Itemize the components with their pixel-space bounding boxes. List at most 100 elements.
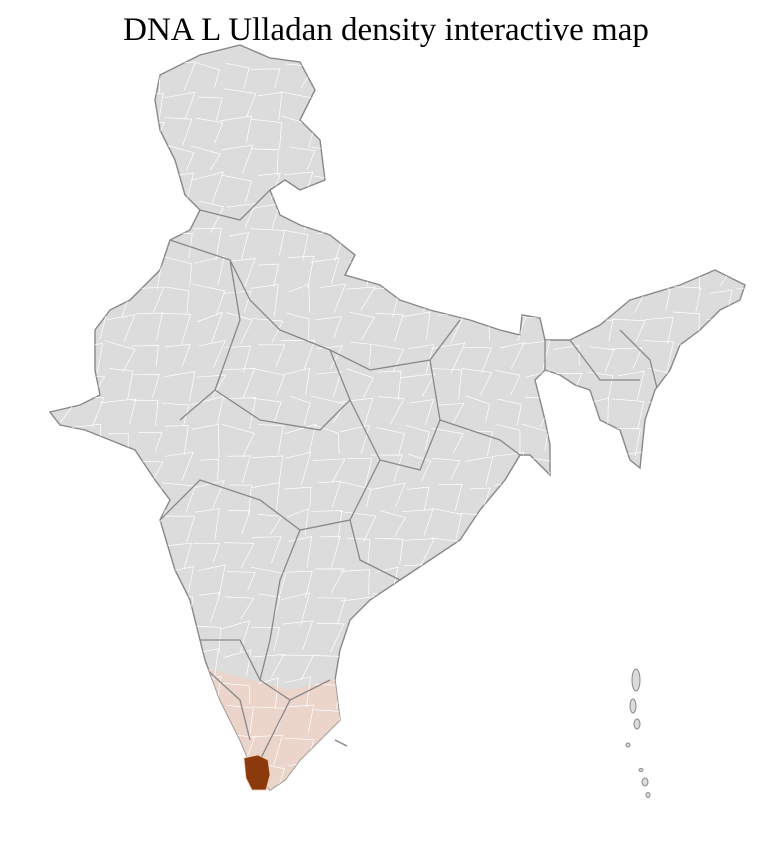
district-border: [50, 62, 70, 91]
district-border: [584, 650, 612, 682]
district-border: [225, 596, 255, 620]
state-borders: [159, 189, 661, 761]
district-border: [706, 150, 730, 178]
district-border: [191, 424, 220, 458]
district-border: [257, 344, 286, 367]
district-border: [164, 256, 193, 287]
district-border: [431, 207, 466, 233]
district-border: [733, 703, 745, 733]
district-border: [559, 565, 585, 594]
district-border: [99, 146, 134, 178]
district-border: [198, 339, 226, 368]
district-border: [379, 510, 406, 537]
district-border: [369, 759, 401, 790]
district-border: [401, 625, 431, 652]
district-border: [130, 703, 159, 738]
high-density-region[interactable]: [243, 754, 271, 791]
district-border: [377, 370, 402, 400]
district-border: [610, 175, 646, 202]
district-border: [553, 89, 585, 120]
district-border: [731, 340, 745, 374]
district-border: [677, 93, 701, 120]
district-border: [282, 229, 309, 261]
district-border: [257, 92, 283, 120]
district-border: [165, 542, 192, 569]
district-border: [77, 124, 103, 143]
district-border: [133, 374, 160, 398]
district-border: [737, 793, 765, 815]
district-border: [611, 398, 645, 430]
district-border: [316, 89, 341, 115]
district-border: [497, 647, 525, 682]
district-border: [464, 201, 491, 231]
district-border: [79, 791, 105, 820]
district-border: [193, 479, 225, 508]
district-border: [645, 568, 669, 591]
india-outline[interactable]: [48, 44, 746, 791]
district-border: [700, 676, 736, 709]
district-border: [251, 397, 282, 423]
district-border: [102, 202, 132, 228]
district-border: [733, 150, 745, 176]
district-border: [462, 571, 492, 596]
state-border: [204, 667, 251, 741]
district-border: [405, 424, 430, 451]
district-border: [374, 61, 401, 88]
district-border: [611, 428, 641, 457]
district-border: [317, 597, 347, 625]
district-border: [648, 625, 675, 649]
district-border: [251, 283, 279, 317]
district-border: [678, 592, 699, 622]
district-border: [340, 677, 373, 709]
district-border: [131, 345, 159, 367]
district-border: [674, 180, 705, 205]
district-border: [71, 649, 100, 682]
district-border: [50, 429, 70, 454]
island[interactable]: [629, 698, 637, 714]
island[interactable]: [631, 668, 641, 692]
district-border: [552, 145, 580, 174]
district-border: [77, 204, 101, 231]
island[interactable]: [645, 792, 651, 798]
island[interactable]: [641, 777, 649, 787]
district-border: [286, 570, 313, 598]
district-border: [438, 564, 461, 591]
district-border: [78, 623, 100, 653]
district-border: [642, 734, 671, 764]
district-border: [164, 344, 191, 367]
district-border: [552, 397, 583, 429]
district-border: [199, 458, 220, 481]
district-border: [137, 537, 160, 568]
district-border: [557, 429, 581, 457]
district-border: [499, 594, 520, 625]
district-border: [222, 144, 254, 174]
district-border: [225, 62, 250, 89]
map-title: DNA L Ulladan density interactive map: [123, 12, 649, 48]
island[interactable]: [633, 718, 641, 730]
island[interactable]: [638, 768, 644, 772]
district-border: [709, 117, 737, 146]
district-border: [493, 769, 519, 787]
andaman-nicobar-islands[interactable]: [625, 668, 651, 798]
district-border: [319, 283, 347, 313]
district-border: [730, 565, 745, 596]
district-border: [196, 374, 227, 398]
district-border: [50, 343, 74, 369]
district-border: [610, 59, 643, 88]
district-border: [641, 457, 673, 484]
district-border: [101, 516, 130, 538]
district-border: [706, 229, 737, 257]
district-border: [409, 399, 435, 425]
district-border: [672, 763, 707, 790]
district-border: [431, 258, 460, 286]
district-border: [611, 597, 646, 624]
district-border: [467, 679, 496, 703]
district-border: [284, 423, 317, 453]
district-border: [251, 626, 280, 652]
district-border: [376, 427, 405, 455]
district-border: [224, 88, 257, 118]
district-border: [285, 704, 315, 733]
island[interactable]: [625, 742, 631, 748]
district-border: [161, 143, 195, 171]
